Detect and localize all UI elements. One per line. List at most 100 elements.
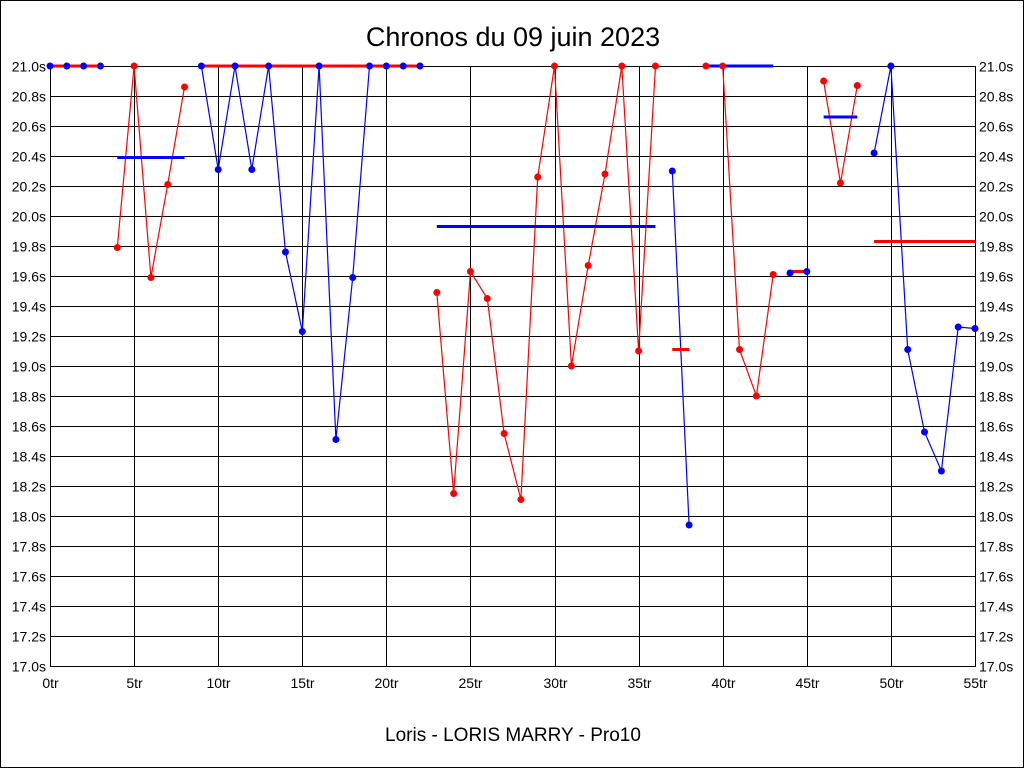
chart-title: Chronos du 09 juin 2023 xyxy=(366,22,660,52)
y-tick-label-right: 18.6s xyxy=(979,419,1013,435)
series-line-segment-2 xyxy=(116,65,186,278)
data-point xyxy=(803,268,811,275)
x-tick-label: 5tr xyxy=(126,675,143,691)
data-point xyxy=(181,83,189,91)
y-tick-label-right: 18.2s xyxy=(979,479,1013,495)
x-tick-label: 10tr xyxy=(206,675,230,691)
data-point xyxy=(164,181,172,188)
plot-border xyxy=(50,66,976,667)
data-point xyxy=(466,268,474,275)
y-tick-label-left: 20.4s xyxy=(12,149,46,165)
data-point xyxy=(887,62,895,70)
y-tick-label-left: 20.0s xyxy=(12,209,46,225)
grid xyxy=(50,66,976,667)
y-tick-label-right: 19.6s xyxy=(979,269,1013,285)
data-point xyxy=(214,166,222,173)
data-point xyxy=(551,62,559,70)
y-tick-label-left: 18.4s xyxy=(12,449,46,465)
y-tick-label-left: 20.2s xyxy=(12,179,46,195)
y-tick-label-right: 18.8s xyxy=(979,389,1013,405)
data-point xyxy=(618,62,626,70)
y-tick-label-right: 17.0s xyxy=(979,659,1013,675)
data-point xyxy=(853,82,861,89)
data-point xyxy=(567,362,575,370)
series-line-segment-3 xyxy=(200,65,420,440)
data-point xyxy=(752,392,760,400)
x-tick-label: 0tr xyxy=(42,675,59,691)
x-tick-label: 40tr xyxy=(711,675,735,691)
data-point xyxy=(96,62,104,70)
data-point xyxy=(954,323,962,331)
y-tick-label-right: 19.0s xyxy=(979,359,1013,375)
y-tick-label-left: 20.8s xyxy=(12,89,46,105)
x-tick-label: 25tr xyxy=(458,675,482,691)
data-point xyxy=(584,262,592,269)
y-tick-label-right: 17.6s xyxy=(979,569,1013,585)
y-tick-label-left: 19.8s xyxy=(12,239,46,255)
x-axis-label: Loris - LORIS MARRY - Pro10 xyxy=(385,725,641,746)
y-tick-label-left: 17.8s xyxy=(12,539,46,555)
y-tick-label-left: 17.6s xyxy=(12,569,46,585)
data-point xyxy=(719,62,727,70)
x-tick-label: 45tr xyxy=(795,675,819,691)
data-point xyxy=(601,170,609,178)
data-point xyxy=(416,62,424,70)
y-tick-label-right: 17.4s xyxy=(979,599,1013,615)
data-point xyxy=(534,173,542,181)
y-tick-label-right: 21.0s xyxy=(979,59,1013,75)
x-tick-label: 55tr xyxy=(963,675,987,691)
x-tick-label: 30tr xyxy=(543,675,567,691)
data-point xyxy=(80,62,88,70)
y-tick-label-right: 17.2s xyxy=(979,629,1013,645)
y-tick-label-left: 20.6s xyxy=(12,119,46,135)
data-point xyxy=(281,248,289,256)
data-point xyxy=(130,62,138,70)
data-point xyxy=(736,346,744,353)
data-point xyxy=(668,167,676,175)
data-point xyxy=(332,436,340,443)
data-point xyxy=(63,62,71,70)
data-point xyxy=(820,77,828,85)
data-point xyxy=(870,149,878,157)
data-point xyxy=(113,244,121,251)
y-tick-label-left: 19.0s xyxy=(12,359,46,375)
data-point xyxy=(248,166,256,173)
y-tick-label-right: 19.8s xyxy=(979,239,1013,255)
x-tick-label: 15tr xyxy=(290,675,314,691)
y-tick-label-left: 21.0s xyxy=(12,59,46,75)
data-point xyxy=(500,430,508,437)
data-point xyxy=(517,496,525,503)
axes: 17.0s 17.0s 17.2s 17.2s 17.4s 17.4s 17.6s 17.6s… xyxy=(12,59,1014,692)
data-point xyxy=(904,346,912,353)
data-point xyxy=(382,62,390,70)
data-point xyxy=(366,62,374,70)
x-tick-label: 50tr xyxy=(879,675,903,691)
x-tick-label: 20tr xyxy=(374,675,398,691)
data-point xyxy=(937,467,945,475)
series-line-segment-4 xyxy=(436,65,657,500)
y-tick-label-left: 18.2s xyxy=(12,479,46,495)
data-point xyxy=(702,62,710,70)
y-tick-label-left: 17.4s xyxy=(12,599,46,615)
data-point xyxy=(265,62,273,70)
x-tick-label: 35tr xyxy=(627,675,651,691)
y-tick-label-right: 18.4s xyxy=(979,449,1013,465)
y-tick-label-left: 18.8s xyxy=(12,389,46,405)
data-point xyxy=(399,62,407,70)
y-tick-label-left: 19.6s xyxy=(12,269,46,285)
data-point xyxy=(685,521,693,529)
y-tick-label-right: 20.6s xyxy=(979,119,1013,135)
data-point xyxy=(836,179,844,187)
data-point xyxy=(197,62,205,70)
y-tick-label-right: 20.8s xyxy=(979,89,1013,105)
y-tick-label-left: 19.2s xyxy=(12,329,46,345)
data-point xyxy=(483,295,491,302)
data-marks xyxy=(46,62,979,529)
data-point xyxy=(46,62,54,70)
data-point xyxy=(315,62,323,70)
data-point xyxy=(450,490,458,497)
y-tick-label-right: 20.2s xyxy=(979,179,1013,195)
data-point xyxy=(147,274,155,281)
